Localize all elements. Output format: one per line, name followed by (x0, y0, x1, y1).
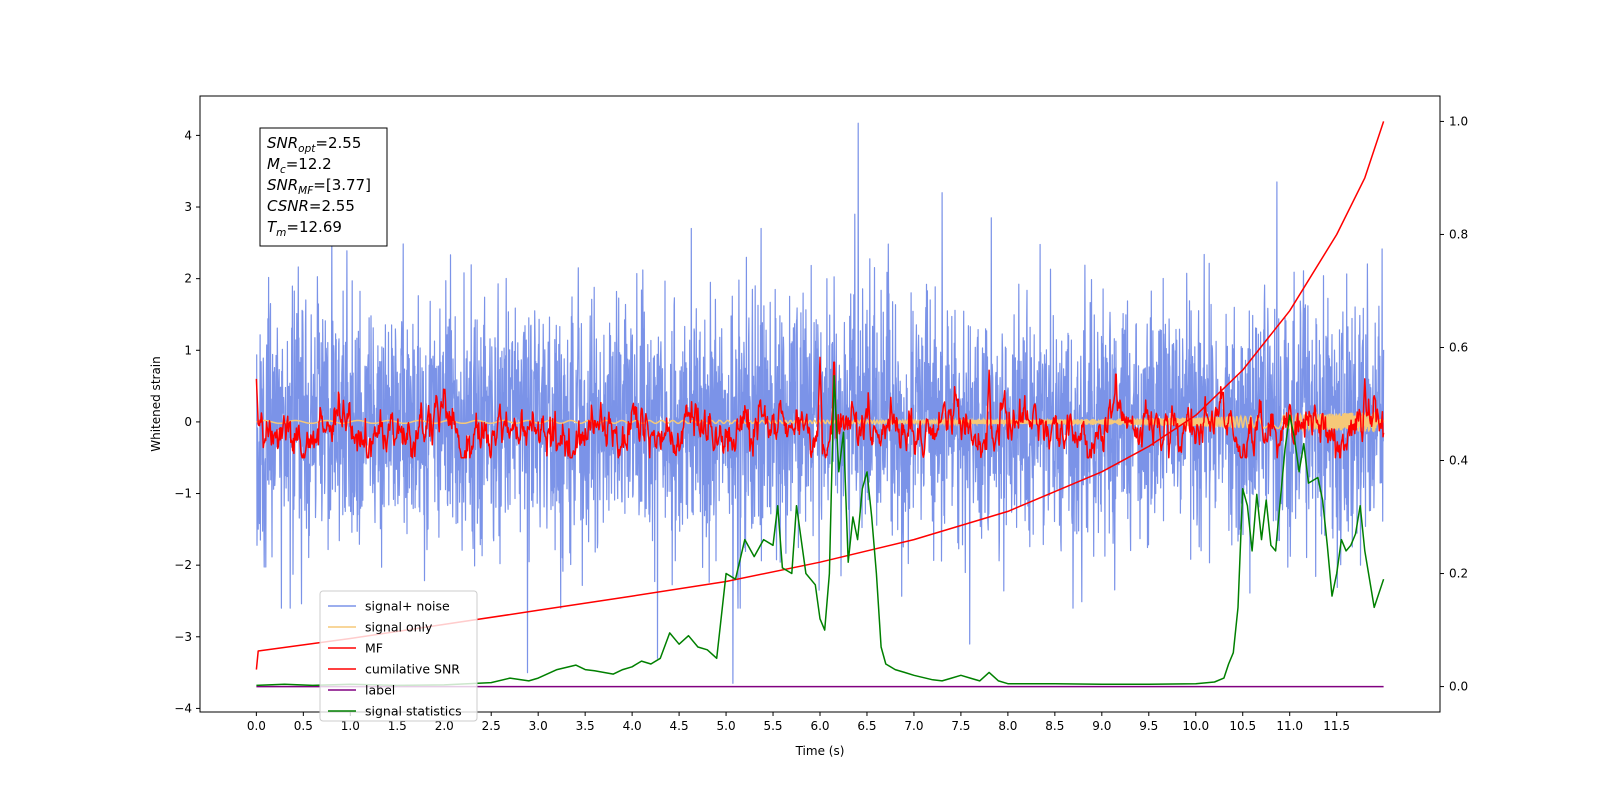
y-tick-label: 1 (184, 343, 192, 357)
y-axis-right: 0.0 0.2 0.4 0.6 0.8 1.0 (1440, 114, 1468, 694)
annotation-frame (259, 127, 388, 247)
y2-tick-label: 0.8 (1449, 227, 1468, 241)
y-tick-label: −4 (174, 701, 192, 715)
x-tick-label: 11.5 (1323, 719, 1350, 733)
y-tick-label: −1 (174, 487, 192, 501)
annotation-line: SNRMF=[3.77] (267, 176, 371, 197)
y2-tick-label: 1.0 (1449, 114, 1468, 128)
x-tick-label: 2.5 (482, 719, 501, 733)
annotation-line: Mc=12.2 (267, 155, 332, 176)
legend-label: cumilative SNR (365, 662, 460, 677)
x-axis-label: Time (s) (795, 744, 845, 758)
legend-label: signal only (365, 620, 433, 635)
series-line-signal-statistics (256, 374, 1385, 687)
y-tick-label: −3 (174, 630, 192, 644)
x-tick-label: 8.5 (1045, 719, 1064, 733)
x-tick-label: 0.5 (294, 719, 313, 733)
x-tick-label: 9.0 (1092, 719, 1111, 733)
x-tick-label: 2.0 (435, 719, 454, 733)
y2-tick-label: 0.0 (1449, 680, 1468, 694)
x-tick-label: 8.0 (998, 719, 1017, 733)
x-tick-label: 3.5 (576, 719, 595, 733)
x-tick-label: 6.0 (810, 719, 829, 733)
legend-label: MF (365, 641, 383, 656)
x-tick-label: 1.5 (388, 719, 407, 733)
legend: signal+ noise signal only MF cumilative SNR… (319, 590, 478, 722)
annotation-line: Tm=12.69 (267, 218, 342, 239)
series-line-signal-only (256, 411, 1385, 433)
y2-tick-label: 0.6 (1449, 340, 1468, 354)
x-tick-label: 10.5 (1229, 719, 1256, 733)
x-tick-label: 3.0 (529, 719, 548, 733)
x-tick-label: 5.0 (717, 719, 736, 733)
y2-tick-label: 0.2 (1449, 567, 1468, 581)
x-tick-label: 9.5 (1139, 719, 1158, 733)
legend-label: signal+ noise (365, 599, 450, 614)
x-tick-label: 1.0 (341, 719, 360, 733)
x-tick-label: 6.5 (857, 719, 876, 733)
annotation-line: CSNR=2.55 (267, 197, 355, 215)
x-tick-label: 10.0 (1182, 719, 1209, 733)
annotation-line: SNRopt=2.55 (267, 134, 361, 155)
legend-label: signal statistics (365, 704, 462, 719)
x-axis: 0.0 0.5 1.0 1.5 2.0 2.5 3.0 3.5 4.0 4.5 5.0 5.5 6.0 6… (247, 712, 1350, 733)
x-tick-label: 7.0 (904, 719, 923, 733)
legend-frame (319, 590, 478, 722)
y-axis-label: Whitened strain (149, 356, 163, 452)
y2-tick-label: 0.4 (1449, 454, 1468, 468)
x-tick-label: 0.0 (247, 719, 266, 733)
series-line-mf (255, 356, 1385, 459)
x-tick-label: 7.5 (951, 719, 970, 733)
y-tick-label: 4 (184, 128, 192, 142)
y-tick-label: 2 (184, 272, 192, 286)
x-tick-label: 4.5 (670, 719, 689, 733)
y-axis-left: −4 −3 −2 −1 0 1 2 3 4 (174, 128, 200, 715)
y-tick-label: 3 (184, 200, 192, 214)
x-tick-label: 4.0 (623, 719, 642, 733)
y-tick-label: −2 (174, 558, 192, 572)
y-tick-label: 0 (184, 415, 192, 429)
x-tick-label: 5.5 (763, 719, 782, 733)
legend-label: label (365, 683, 395, 698)
x-tick-label: 11.0 (1276, 719, 1303, 733)
